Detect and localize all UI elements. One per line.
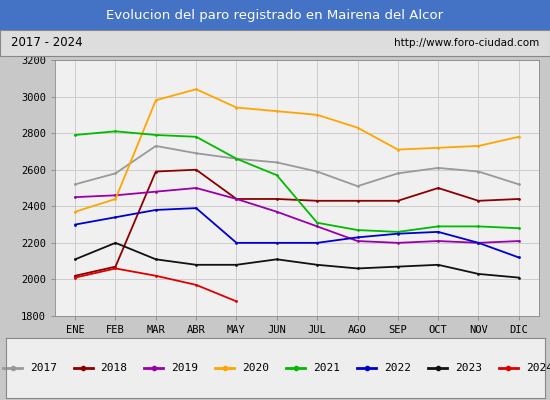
Text: 2023: 2023 (455, 363, 482, 373)
Text: 2019: 2019 (172, 363, 199, 373)
Text: 2022: 2022 (384, 363, 411, 373)
Text: 2017 - 2024: 2017 - 2024 (11, 36, 82, 50)
Text: 2024: 2024 (526, 363, 550, 373)
Text: 2018: 2018 (101, 363, 128, 373)
Text: 2020: 2020 (242, 363, 270, 373)
Text: 2021: 2021 (313, 363, 340, 373)
Text: Evolucion del paro registrado en Mairena del Alcor: Evolucion del paro registrado en Mairena… (107, 8, 443, 22)
Text: 2017: 2017 (30, 363, 57, 373)
Text: http://www.foro-ciudad.com: http://www.foro-ciudad.com (394, 38, 539, 48)
